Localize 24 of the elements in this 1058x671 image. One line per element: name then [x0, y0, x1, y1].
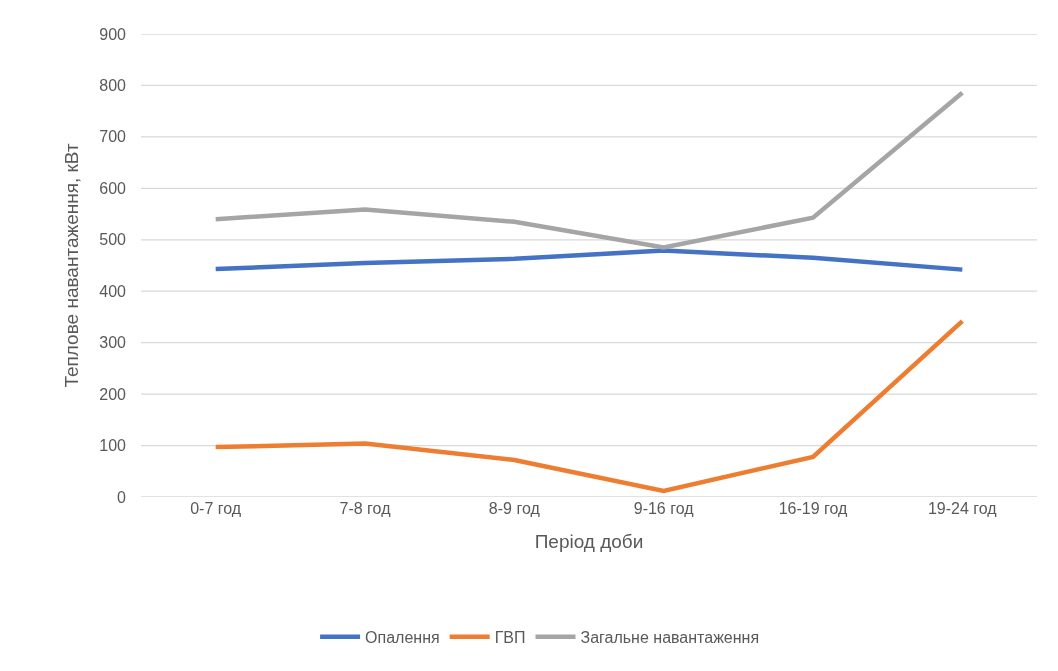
- line-series: [213, 248, 965, 272]
- y-tick-label: 900: [99, 25, 127, 43]
- x-tick-label: 16-19 год: [778, 500, 849, 517]
- legend-label: ГВП: [494, 628, 526, 646]
- y-axis-title: Теплове навантаження, кВт: [61, 143, 83, 388]
- y-tick-label: 200: [99, 385, 127, 403]
- line-series: [213, 90, 965, 250]
- x-axis-title: Період доби: [534, 530, 644, 552]
- y-tick-label: 600: [99, 179, 127, 197]
- y-tick-label: 100: [99, 437, 127, 455]
- y-tick-label: 500: [99, 231, 127, 249]
- legend-label: Загальне навантаження: [580, 628, 760, 646]
- x-tick-label: 19-24 год: [927, 500, 998, 517]
- y-tick-label: 0: [117, 488, 127, 506]
- legend-label: Опалення: [365, 628, 440, 646]
- x-tick-label: 0-7 год: [190, 500, 242, 517]
- y-tick-label: 400: [99, 282, 127, 300]
- x-tick-label: 7-8 год: [339, 500, 392, 517]
- line-series: [213, 318, 965, 494]
- y-tick-label: 700: [99, 128, 127, 146]
- y-tick-label: 300: [99, 334, 127, 352]
- x-tick-label: 9-16 год: [633, 500, 695, 517]
- y-tick-label: 800: [99, 77, 127, 95]
- x-tick-label: 8-9 год: [488, 500, 541, 517]
